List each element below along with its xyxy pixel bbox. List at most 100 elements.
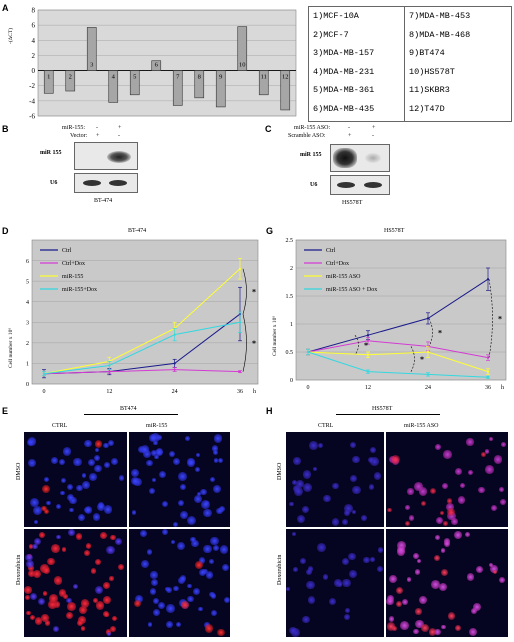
data-point [426, 350, 430, 354]
cell-nucleus [187, 583, 192, 589]
cell-nucleus [168, 450, 175, 458]
cell-nucleus [413, 628, 419, 635]
cell-nucleus [37, 597, 45, 605]
cell-nucleus [181, 601, 190, 610]
series-line [43, 321, 241, 375]
cell-nucleus [94, 559, 101, 566]
panel-c-mir155-blot [330, 144, 390, 172]
cell-nucleus [488, 436, 494, 442]
panel-label-g: G [266, 226, 274, 236]
bar [172, 70, 183, 106]
cell-nucleus [501, 442, 506, 447]
cell-nucleus [291, 479, 297, 485]
cell-nucleus [171, 540, 176, 545]
significance-star: * [438, 328, 442, 337]
data-point [486, 278, 490, 281]
cell-nucleus [406, 577, 412, 583]
cell-nucleus [77, 619, 84, 626]
cell-nucleus [43, 508, 50, 515]
cell-nucleus [140, 445, 150, 455]
cell-nucleus [72, 583, 78, 589]
cell-nucleus [66, 597, 72, 604]
cell-nucleus [348, 552, 356, 561]
panel-b-mir155-blot [74, 142, 138, 170]
cell-nucleus [44, 620, 51, 626]
cell-nucleus [34, 519, 39, 525]
cell-nucleus [439, 510, 445, 516]
significance-star: * [364, 341, 368, 350]
cell-nucleus [84, 439, 92, 448]
data-point [486, 356, 490, 359]
x-tick-label: 0 [307, 385, 310, 391]
cell-nucleus [95, 585, 104, 595]
cell-nucleus [67, 483, 74, 491]
cell-nucleus [90, 568, 97, 574]
plot-area [31, 239, 259, 385]
cell-nucleus [400, 620, 409, 630]
cell-nucleus [302, 615, 310, 624]
x-tick-label: 24 [172, 389, 178, 395]
cell-nucleus [29, 614, 35, 620]
legend-entry: 9)BT474 [409, 48, 445, 58]
cell-nucleus [76, 533, 83, 540]
cell-nucleus [140, 559, 149, 568]
cell-nucleus [77, 513, 85, 521]
cell-nucleus [148, 433, 157, 442]
cell-nucleus [360, 515, 367, 521]
cell-nucleus [493, 455, 503, 464]
significance-bracket [488, 279, 493, 358]
panel-label-a: A [2, 3, 9, 13]
cell-nucleus [214, 458, 219, 463]
cell-nucleus [27, 570, 35, 578]
data-point [366, 339, 370, 342]
cell-nucleus [67, 601, 76, 611]
data-point [426, 317, 430, 320]
y-tick-label: 0 [290, 378, 293, 384]
cell-line-legend: 1)MCF-10A 7)MDA-MB-453 2)MCF-7 8)MDA-MB-468… [308, 6, 512, 122]
panel-b-row1-label: miR-155: [62, 125, 86, 131]
panel-c-caption: HS578T [342, 200, 363, 206]
cell-nucleus [476, 565, 484, 573]
panel-b-caption: BT-474 [94, 198, 113, 204]
bar [65, 70, 76, 92]
cell-nucleus [93, 598, 99, 604]
data-point [173, 368, 176, 371]
bar [86, 27, 97, 71]
cell-nucleus [179, 483, 187, 491]
cell-nucleus [69, 507, 74, 513]
cell-nucleus [370, 447, 376, 454]
y-tick-label: -4 [29, 97, 35, 105]
cell-nucleus [388, 574, 397, 584]
cell-nucleus [51, 544, 61, 553]
cell-nucleus [289, 626, 297, 635]
cell-nucleus [443, 450, 452, 459]
significance-bracket [242, 268, 247, 315]
series-line [43, 369, 241, 375]
cell-nucleus [351, 509, 357, 515]
cell-nucleus [173, 586, 179, 592]
cell-nucleus [44, 476, 50, 483]
panel-c-u6-band-2 [364, 182, 382, 188]
cell-nucleus [72, 457, 82, 467]
cell-nucleus [60, 490, 65, 496]
cell-nucleus [317, 542, 327, 552]
cell-nucleus [478, 486, 485, 493]
cell-nucleus [209, 559, 215, 565]
cell-nucleus [153, 609, 160, 616]
series-line [307, 340, 489, 359]
cell-nucleus [84, 506, 93, 515]
cell-nucleus [153, 440, 159, 446]
panel-b-band1-label: miR 155 [40, 150, 62, 156]
legend-label: miR-155+Dox [62, 287, 97, 293]
cell-nucleus [481, 452, 486, 457]
cell-nucleus [407, 488, 414, 495]
cell-nucleus [414, 482, 423, 491]
cell-nucleus [26, 610, 31, 616]
cell-nucleus [176, 541, 186, 551]
legend-entry: 5)MDA-MB-361 [313, 85, 375, 95]
cell-nucleus [150, 579, 158, 587]
cell-nucleus [305, 568, 313, 576]
cell-nucleus [104, 462, 111, 469]
cell-nucleus [147, 622, 152, 627]
